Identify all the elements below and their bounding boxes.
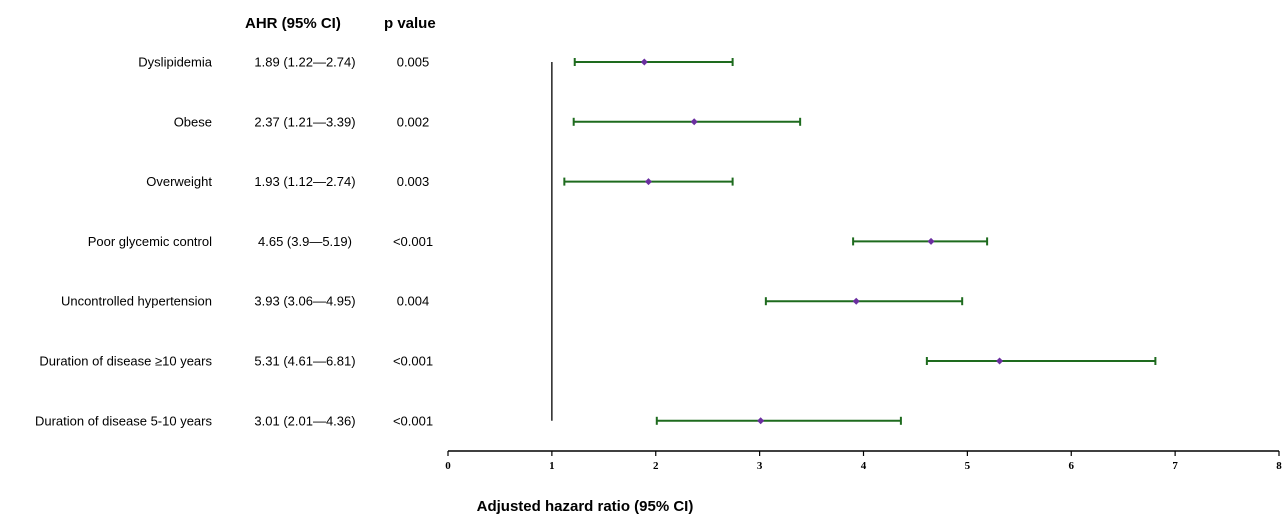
x-tick-label: 8 [1276,460,1282,472]
point-estimate [644,178,652,186]
point-estimate [852,297,860,305]
p-value-text: 0.002 [397,114,430,129]
p-value-text: <0.001 [393,413,433,428]
x-tick-label: 1 [549,460,555,472]
forest-row: Dyslipidemia 1.89 (1.22—2.74) 0.005 [138,55,734,70]
estimate-text: 2.37 (1.21—3.39) [254,114,355,129]
estimate-column-header: AHR (95% CI) [245,15,341,32]
point-estimate [757,417,765,425]
rows-layer: Dyslipidemia 1.89 (1.22—2.74) 0.005 Obese 2.… [35,55,1157,428]
x-axis-title: Adjusted hazard ratio (95% CI) [477,498,694,515]
estimate-text: 1.89 (1.22—2.74) [254,55,355,70]
point-estimate [640,58,648,66]
point-estimate [927,237,935,245]
forest-row: Poor glycemic control 4.65 (3.9—5.19) <0.0… [88,234,989,249]
p-value-text: 0.004 [397,294,430,309]
row-label: Overweight [146,174,212,189]
row-label: Dyslipidemia [138,55,212,70]
x-tick-label: 3 [757,460,763,472]
x-axis: 0 1 2 3 4 5 6 7 8 [445,450,1282,472]
x-tick-label: 5 [965,460,971,472]
p-value-text: <0.001 [393,234,433,249]
estimate-text: 3.93 (3.06—4.95) [254,294,355,309]
row-label: Obese [174,114,212,129]
point-estimate [996,357,1004,365]
forest-row: Uncontrolled hypertension 3.93 (3.06—4.95… [61,294,964,309]
x-tick-label: 7 [1172,460,1178,472]
forest-row: Duration of disease ≥10 years 5.31 (4.61—… [39,354,1157,369]
forest-row: Overweight 1.93 (1.12—2.74) 0.003 [146,174,734,189]
estimate-text: 1.93 (1.12—2.74) [254,174,355,189]
forest-row: Duration of disease 5-10 years 3.01 (2.01… [35,413,902,428]
estimate-text: 3.01 (2.01—4.36) [254,413,355,428]
p-value-column-header: p value [384,15,436,32]
p-value-text: 0.005 [397,55,430,70]
p-value-text: 0.003 [397,174,430,189]
row-label: Poor glycemic control [88,234,212,249]
forest-row: Obese 2.37 (1.21—3.39) 0.002 [174,114,802,129]
x-tick-label: 0 [445,460,451,472]
estimate-text: 5.31 (4.61—6.81) [254,354,355,369]
x-tick-label: 2 [653,460,659,472]
row-label: Duration of disease ≥10 years [39,354,212,369]
point-estimate [690,118,698,126]
x-tick-label: 6 [1069,460,1075,472]
x-tick-label: 4 [861,460,867,472]
estimate-text: 4.65 (3.9—5.19) [258,234,352,249]
p-value-text: <0.001 [393,354,433,369]
row-label: Duration of disease 5-10 years [35,413,213,428]
row-label: Uncontrolled hypertension [61,294,212,309]
